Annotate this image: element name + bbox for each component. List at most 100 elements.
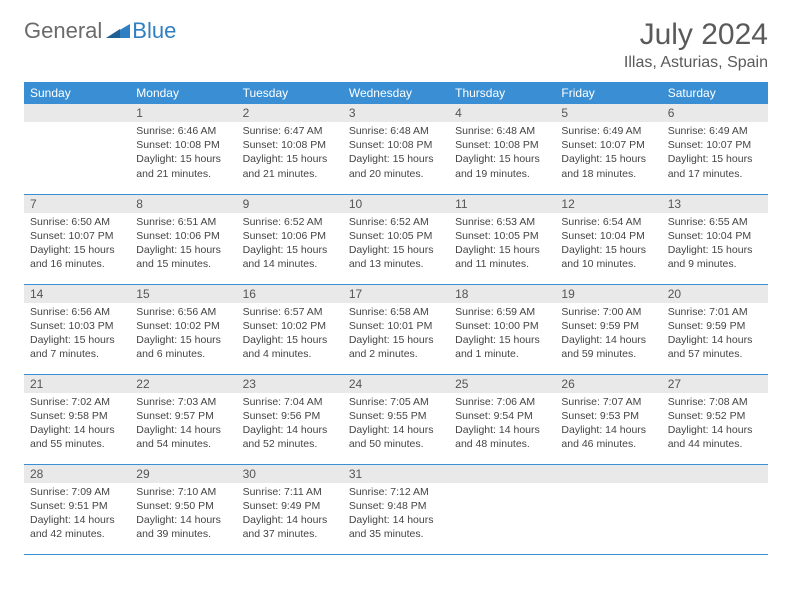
sunrise-text: Sunrise: 6:52 AM bbox=[243, 215, 337, 229]
day-body: Sunrise: 7:09 AMSunset: 9:51 PMDaylight:… bbox=[24, 483, 130, 546]
day-number: 3 bbox=[343, 104, 449, 122]
day-number: 17 bbox=[343, 285, 449, 303]
sunrise-text: Sunrise: 7:00 AM bbox=[561, 305, 655, 319]
day-body bbox=[449, 483, 555, 543]
day-number: 4 bbox=[449, 104, 555, 122]
daylight-text: Daylight: 14 hours and 48 minutes. bbox=[455, 423, 549, 451]
day-body bbox=[24, 122, 130, 182]
sunrise-text: Sunrise: 6:57 AM bbox=[243, 305, 337, 319]
sunrise-text: Sunrise: 7:10 AM bbox=[136, 485, 230, 499]
day-number: 15 bbox=[130, 285, 236, 303]
day-number: 25 bbox=[449, 375, 555, 393]
day-body: Sunrise: 6:50 AMSunset: 10:07 PMDaylight… bbox=[24, 213, 130, 276]
day-body: Sunrise: 6:56 AMSunset: 10:02 PMDaylight… bbox=[130, 303, 236, 366]
daylight-text: Daylight: 15 hours and 13 minutes. bbox=[349, 243, 443, 271]
day-body: Sunrise: 6:46 AMSunset: 10:08 PMDaylight… bbox=[130, 122, 236, 185]
day-body: Sunrise: 7:06 AMSunset: 9:54 PMDaylight:… bbox=[449, 393, 555, 456]
day-number: 22 bbox=[130, 375, 236, 393]
sunrise-text: Sunrise: 7:09 AM bbox=[30, 485, 124, 499]
sunrise-text: Sunrise: 7:05 AM bbox=[349, 395, 443, 409]
day-number: 27 bbox=[662, 375, 768, 393]
day-body: Sunrise: 7:07 AMSunset: 9:53 PMDaylight:… bbox=[555, 393, 661, 456]
calendar-day-cell: 13Sunrise: 6:55 AMSunset: 10:04 PMDaylig… bbox=[662, 194, 768, 284]
sunrise-text: Sunrise: 6:51 AM bbox=[136, 215, 230, 229]
sunset-text: Sunset: 10:05 PM bbox=[349, 229, 443, 243]
daylight-text: Daylight: 15 hours and 21 minutes. bbox=[136, 152, 230, 180]
daylight-text: Daylight: 14 hours and 54 minutes. bbox=[136, 423, 230, 451]
day-number: 8 bbox=[130, 195, 236, 213]
sunrise-text: Sunrise: 7:08 AM bbox=[668, 395, 762, 409]
day-body: Sunrise: 6:47 AMSunset: 10:08 PMDaylight… bbox=[237, 122, 343, 185]
calendar-day-cell: 18Sunrise: 6:59 AMSunset: 10:00 PMDaylig… bbox=[449, 284, 555, 374]
day-body bbox=[662, 483, 768, 543]
day-body: Sunrise: 6:55 AMSunset: 10:04 PMDaylight… bbox=[662, 213, 768, 276]
sunrise-text: Sunrise: 6:48 AM bbox=[349, 124, 443, 138]
calendar-day-cell: 3Sunrise: 6:48 AMSunset: 10:08 PMDayligh… bbox=[343, 104, 449, 194]
daylight-text: Daylight: 14 hours and 35 minutes. bbox=[349, 513, 443, 541]
calendar-day-cell: 25Sunrise: 7:06 AMSunset: 9:54 PMDayligh… bbox=[449, 374, 555, 464]
sunset-text: Sunset: 9:59 PM bbox=[668, 319, 762, 333]
sunset-text: Sunset: 9:56 PM bbox=[243, 409, 337, 423]
calendar-day-cell bbox=[555, 464, 661, 554]
calendar-day-cell: 14Sunrise: 6:56 AMSunset: 10:03 PMDaylig… bbox=[24, 284, 130, 374]
calendar-day-cell: 19Sunrise: 7:00 AMSunset: 9:59 PMDayligh… bbox=[555, 284, 661, 374]
calendar-week-row: 7Sunrise: 6:50 AMSunset: 10:07 PMDayligh… bbox=[24, 194, 768, 284]
day-number: 23 bbox=[237, 375, 343, 393]
sunrise-text: Sunrise: 6:49 AM bbox=[561, 124, 655, 138]
daylight-text: Daylight: 15 hours and 21 minutes. bbox=[243, 152, 337, 180]
day-body: Sunrise: 6:48 AMSunset: 10:08 PMDaylight… bbox=[343, 122, 449, 185]
day-number: 2 bbox=[237, 104, 343, 122]
day-number: 6 bbox=[662, 104, 768, 122]
sunset-text: Sunset: 10:03 PM bbox=[30, 319, 124, 333]
day-body: Sunrise: 7:03 AMSunset: 9:57 PMDaylight:… bbox=[130, 393, 236, 456]
day-number: 20 bbox=[662, 285, 768, 303]
day-number: 1 bbox=[130, 104, 236, 122]
day-body: Sunrise: 6:49 AMSunset: 10:07 PMDaylight… bbox=[555, 122, 661, 185]
day-number-bar bbox=[662, 465, 768, 483]
sunset-text: Sunset: 9:51 PM bbox=[30, 499, 124, 513]
calendar-day-cell: 26Sunrise: 7:07 AMSunset: 9:53 PMDayligh… bbox=[555, 374, 661, 464]
sunset-text: Sunset: 10:07 PM bbox=[668, 138, 762, 152]
title-block: July 2024 Illas, Asturias, Spain bbox=[624, 18, 768, 72]
calendar-table: SundayMondayTuesdayWednesdayThursdayFrid… bbox=[24, 82, 768, 555]
day-number: 29 bbox=[130, 465, 236, 483]
sunset-text: Sunset: 10:04 PM bbox=[561, 229, 655, 243]
day-body: Sunrise: 7:04 AMSunset: 9:56 PMDaylight:… bbox=[237, 393, 343, 456]
calendar-day-cell: 21Sunrise: 7:02 AMSunset: 9:58 PMDayligh… bbox=[24, 374, 130, 464]
day-number: 21 bbox=[24, 375, 130, 393]
location: Illas, Asturias, Spain bbox=[624, 54, 768, 72]
day-body: Sunrise: 6:49 AMSunset: 10:07 PMDaylight… bbox=[662, 122, 768, 185]
calendar-day-cell: 28Sunrise: 7:09 AMSunset: 9:51 PMDayligh… bbox=[24, 464, 130, 554]
day-body: Sunrise: 7:02 AMSunset: 9:58 PMDaylight:… bbox=[24, 393, 130, 456]
sunrise-text: Sunrise: 6:53 AM bbox=[455, 215, 549, 229]
day-number: 10 bbox=[343, 195, 449, 213]
day-body: Sunrise: 7:00 AMSunset: 9:59 PMDaylight:… bbox=[555, 303, 661, 366]
calendar-day-cell: 27Sunrise: 7:08 AMSunset: 9:52 PMDayligh… bbox=[662, 374, 768, 464]
month-title: July 2024 bbox=[624, 18, 768, 52]
sunrise-text: Sunrise: 6:50 AM bbox=[30, 215, 124, 229]
calendar-day-cell: 12Sunrise: 6:54 AMSunset: 10:04 PMDaylig… bbox=[555, 194, 661, 284]
daylight-text: Daylight: 14 hours and 57 minutes. bbox=[668, 333, 762, 361]
calendar-day-cell: 5Sunrise: 6:49 AMSunset: 10:07 PMDayligh… bbox=[555, 104, 661, 194]
day-number: 5 bbox=[555, 104, 661, 122]
daylight-text: Daylight: 15 hours and 19 minutes. bbox=[455, 152, 549, 180]
daylight-text: Daylight: 15 hours and 2 minutes. bbox=[349, 333, 443, 361]
day-number: 16 bbox=[237, 285, 343, 303]
sunrise-text: Sunrise: 7:02 AM bbox=[30, 395, 124, 409]
day-number: 11 bbox=[449, 195, 555, 213]
day-number-bar bbox=[449, 465, 555, 483]
day-number: 9 bbox=[237, 195, 343, 213]
calendar-day-cell: 20Sunrise: 7:01 AMSunset: 9:59 PMDayligh… bbox=[662, 284, 768, 374]
sunset-text: Sunset: 9:53 PM bbox=[561, 409, 655, 423]
day-body: Sunrise: 6:51 AMSunset: 10:06 PMDaylight… bbox=[130, 213, 236, 276]
weekday-header: Sunday bbox=[24, 82, 130, 104]
sunrise-text: Sunrise: 6:56 AM bbox=[136, 305, 230, 319]
day-body: Sunrise: 7:08 AMSunset: 9:52 PMDaylight:… bbox=[662, 393, 768, 456]
sunset-text: Sunset: 9:58 PM bbox=[30, 409, 124, 423]
daylight-text: Daylight: 15 hours and 16 minutes. bbox=[30, 243, 124, 271]
sunrise-text: Sunrise: 6:59 AM bbox=[455, 305, 549, 319]
day-body bbox=[555, 483, 661, 543]
calendar-day-cell: 30Sunrise: 7:11 AMSunset: 9:49 PMDayligh… bbox=[237, 464, 343, 554]
day-number: 18 bbox=[449, 285, 555, 303]
day-number: 13 bbox=[662, 195, 768, 213]
